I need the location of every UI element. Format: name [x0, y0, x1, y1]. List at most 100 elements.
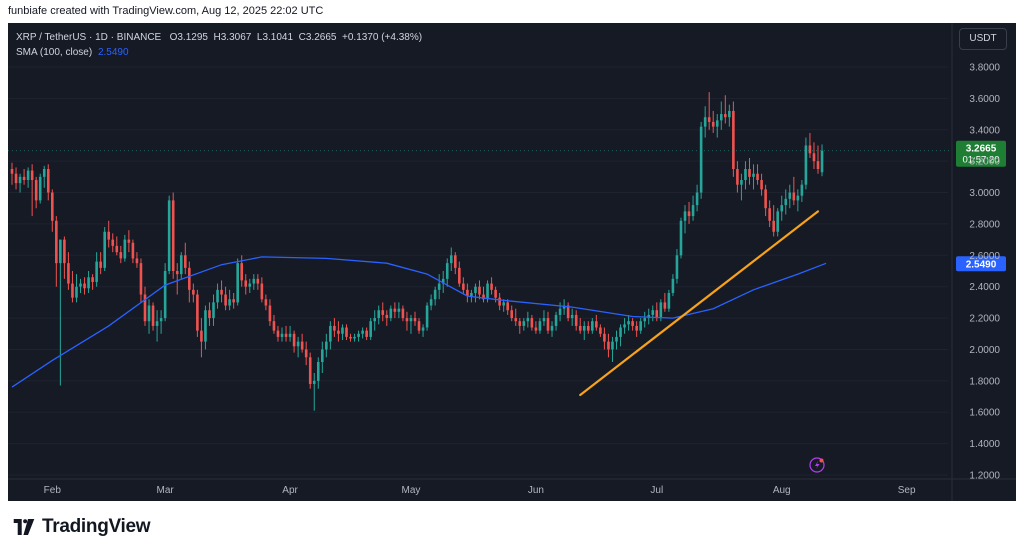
candle-body	[784, 198, 788, 206]
price-tick-label: 3.6000	[969, 94, 1000, 105]
candle-body	[478, 286, 481, 295]
candle-body	[651, 310, 655, 315]
low-value: 3.1041	[262, 32, 294, 43]
price-axis: 3.8000 3.6000 3.4000 3.2000 3.0000 2.8000 2.60…	[951, 23, 1000, 501]
sma-value: 2.5490	[97, 47, 129, 58]
candle-body	[703, 117, 707, 127]
candle-body	[220, 289, 223, 295]
candle-body	[574, 314, 578, 326]
candle-body	[768, 208, 771, 221]
candle-body	[51, 192, 54, 221]
candle-body	[518, 321, 522, 326]
candle-body	[167, 200, 171, 271]
candle-body	[405, 318, 409, 322]
price-tick-label: 2.8000	[969, 219, 1000, 230]
chart-panel[interactable]: 3.2665 01:57:20 2.5490 3.8000 3.6000 3.4000 3…	[8, 23, 1016, 501]
price-tick-label: 2.4000	[969, 282, 1000, 293]
time-tick-label: Feb	[44, 485, 62, 496]
candle-body	[308, 357, 312, 384]
candle-body	[558, 308, 562, 315]
candle-body	[381, 310, 385, 315]
price-tick-label: 1.4000	[969, 439, 1000, 450]
candle-body	[566, 305, 570, 319]
candle-body	[699, 126, 703, 193]
candle-body	[361, 330, 364, 334]
bar-countdown-label: 01:57:20	[963, 155, 1000, 166]
open-letter: O	[169, 32, 178, 43]
candle-body	[458, 267, 461, 284]
candle-body	[530, 318, 534, 328]
symbol-label[interactable]: XRP / TetherUS · 1D · BINANCE	[16, 32, 162, 43]
currency-button[interactable]: USDT	[959, 28, 1007, 50]
candle-body	[607, 341, 610, 350]
candle-body	[425, 305, 429, 328]
candle-body	[369, 321, 372, 337]
candle-body	[728, 110, 731, 118]
candle-body	[131, 242, 135, 259]
candle-body	[619, 327, 622, 337]
candle-body	[409, 318, 413, 322]
candle-body	[506, 302, 509, 311]
candle-body	[707, 117, 711, 122]
candle-body	[268, 305, 272, 322]
candle-body	[804, 145, 808, 185]
candle-body	[474, 286, 477, 293]
tradingview-wordmark: TradingView	[42, 516, 151, 537]
open-value: 3.1295	[177, 32, 208, 43]
candle-body	[631, 321, 634, 326]
candle-body	[135, 258, 139, 264]
sma-price-label: 2.5490	[966, 259, 997, 270]
candle-body	[494, 289, 497, 298]
candles-layer	[10, 92, 824, 411]
candle-body	[570, 314, 574, 319]
candle-body	[756, 173, 759, 180]
candle-body	[115, 245, 119, 253]
candle-body	[329, 325, 332, 342]
candle-body	[288, 333, 292, 337]
candle-body	[724, 114, 727, 118]
candle-body	[611, 341, 614, 350]
candle-body	[449, 255, 453, 264]
candle-body	[280, 333, 284, 337]
candle-body	[397, 308, 401, 312]
sma-label: SMA (100, close)	[16, 47, 93, 58]
candle-body	[385, 314, 389, 319]
candle-body	[296, 341, 300, 347]
candle-body	[546, 318, 550, 331]
candle-body	[752, 173, 755, 177]
candle-body	[433, 289, 437, 300]
tradingview-brand: TradingView	[12, 516, 151, 538]
price-tick-label: 3.4000	[969, 125, 1000, 136]
candle-body	[337, 330, 340, 334]
candle-body	[353, 336, 356, 339]
candle-body	[760, 179, 763, 190]
candle-body	[30, 170, 34, 180]
last-price-badge	[956, 140, 1006, 167]
sma-row[interactable]: SMA (100, close) 2.5490	[16, 45, 422, 60]
candle-body	[623, 324, 626, 328]
candle-body	[792, 192, 796, 201]
candle-body	[522, 321, 526, 326]
candle-body	[595, 321, 598, 328]
candle-body	[663, 302, 667, 309]
candle-body	[107, 231, 111, 240]
candle-body	[127, 239, 131, 243]
candle-body	[711, 121, 715, 127]
chart-legend: XRP / TetherUS · 1D · BINANCE O3.1295 H3…	[16, 30, 422, 60]
candle-body	[143, 294, 147, 322]
candle-body	[312, 380, 316, 384]
candle-body	[639, 321, 642, 331]
candle-body	[91, 277, 94, 282]
candle-body	[208, 310, 211, 319]
candle-body	[683, 211, 687, 221]
lightning-bolt-icon[interactable]	[809, 457, 825, 473]
candle-body	[55, 220, 58, 264]
sma-line	[11, 256, 827, 388]
candle-body	[470, 292, 473, 297]
price-tick-label: 2.6000	[969, 251, 1000, 262]
candle-body	[675, 255, 679, 279]
candle-body	[377, 310, 381, 319]
price-tick-label: 2.0000	[969, 345, 1000, 356]
